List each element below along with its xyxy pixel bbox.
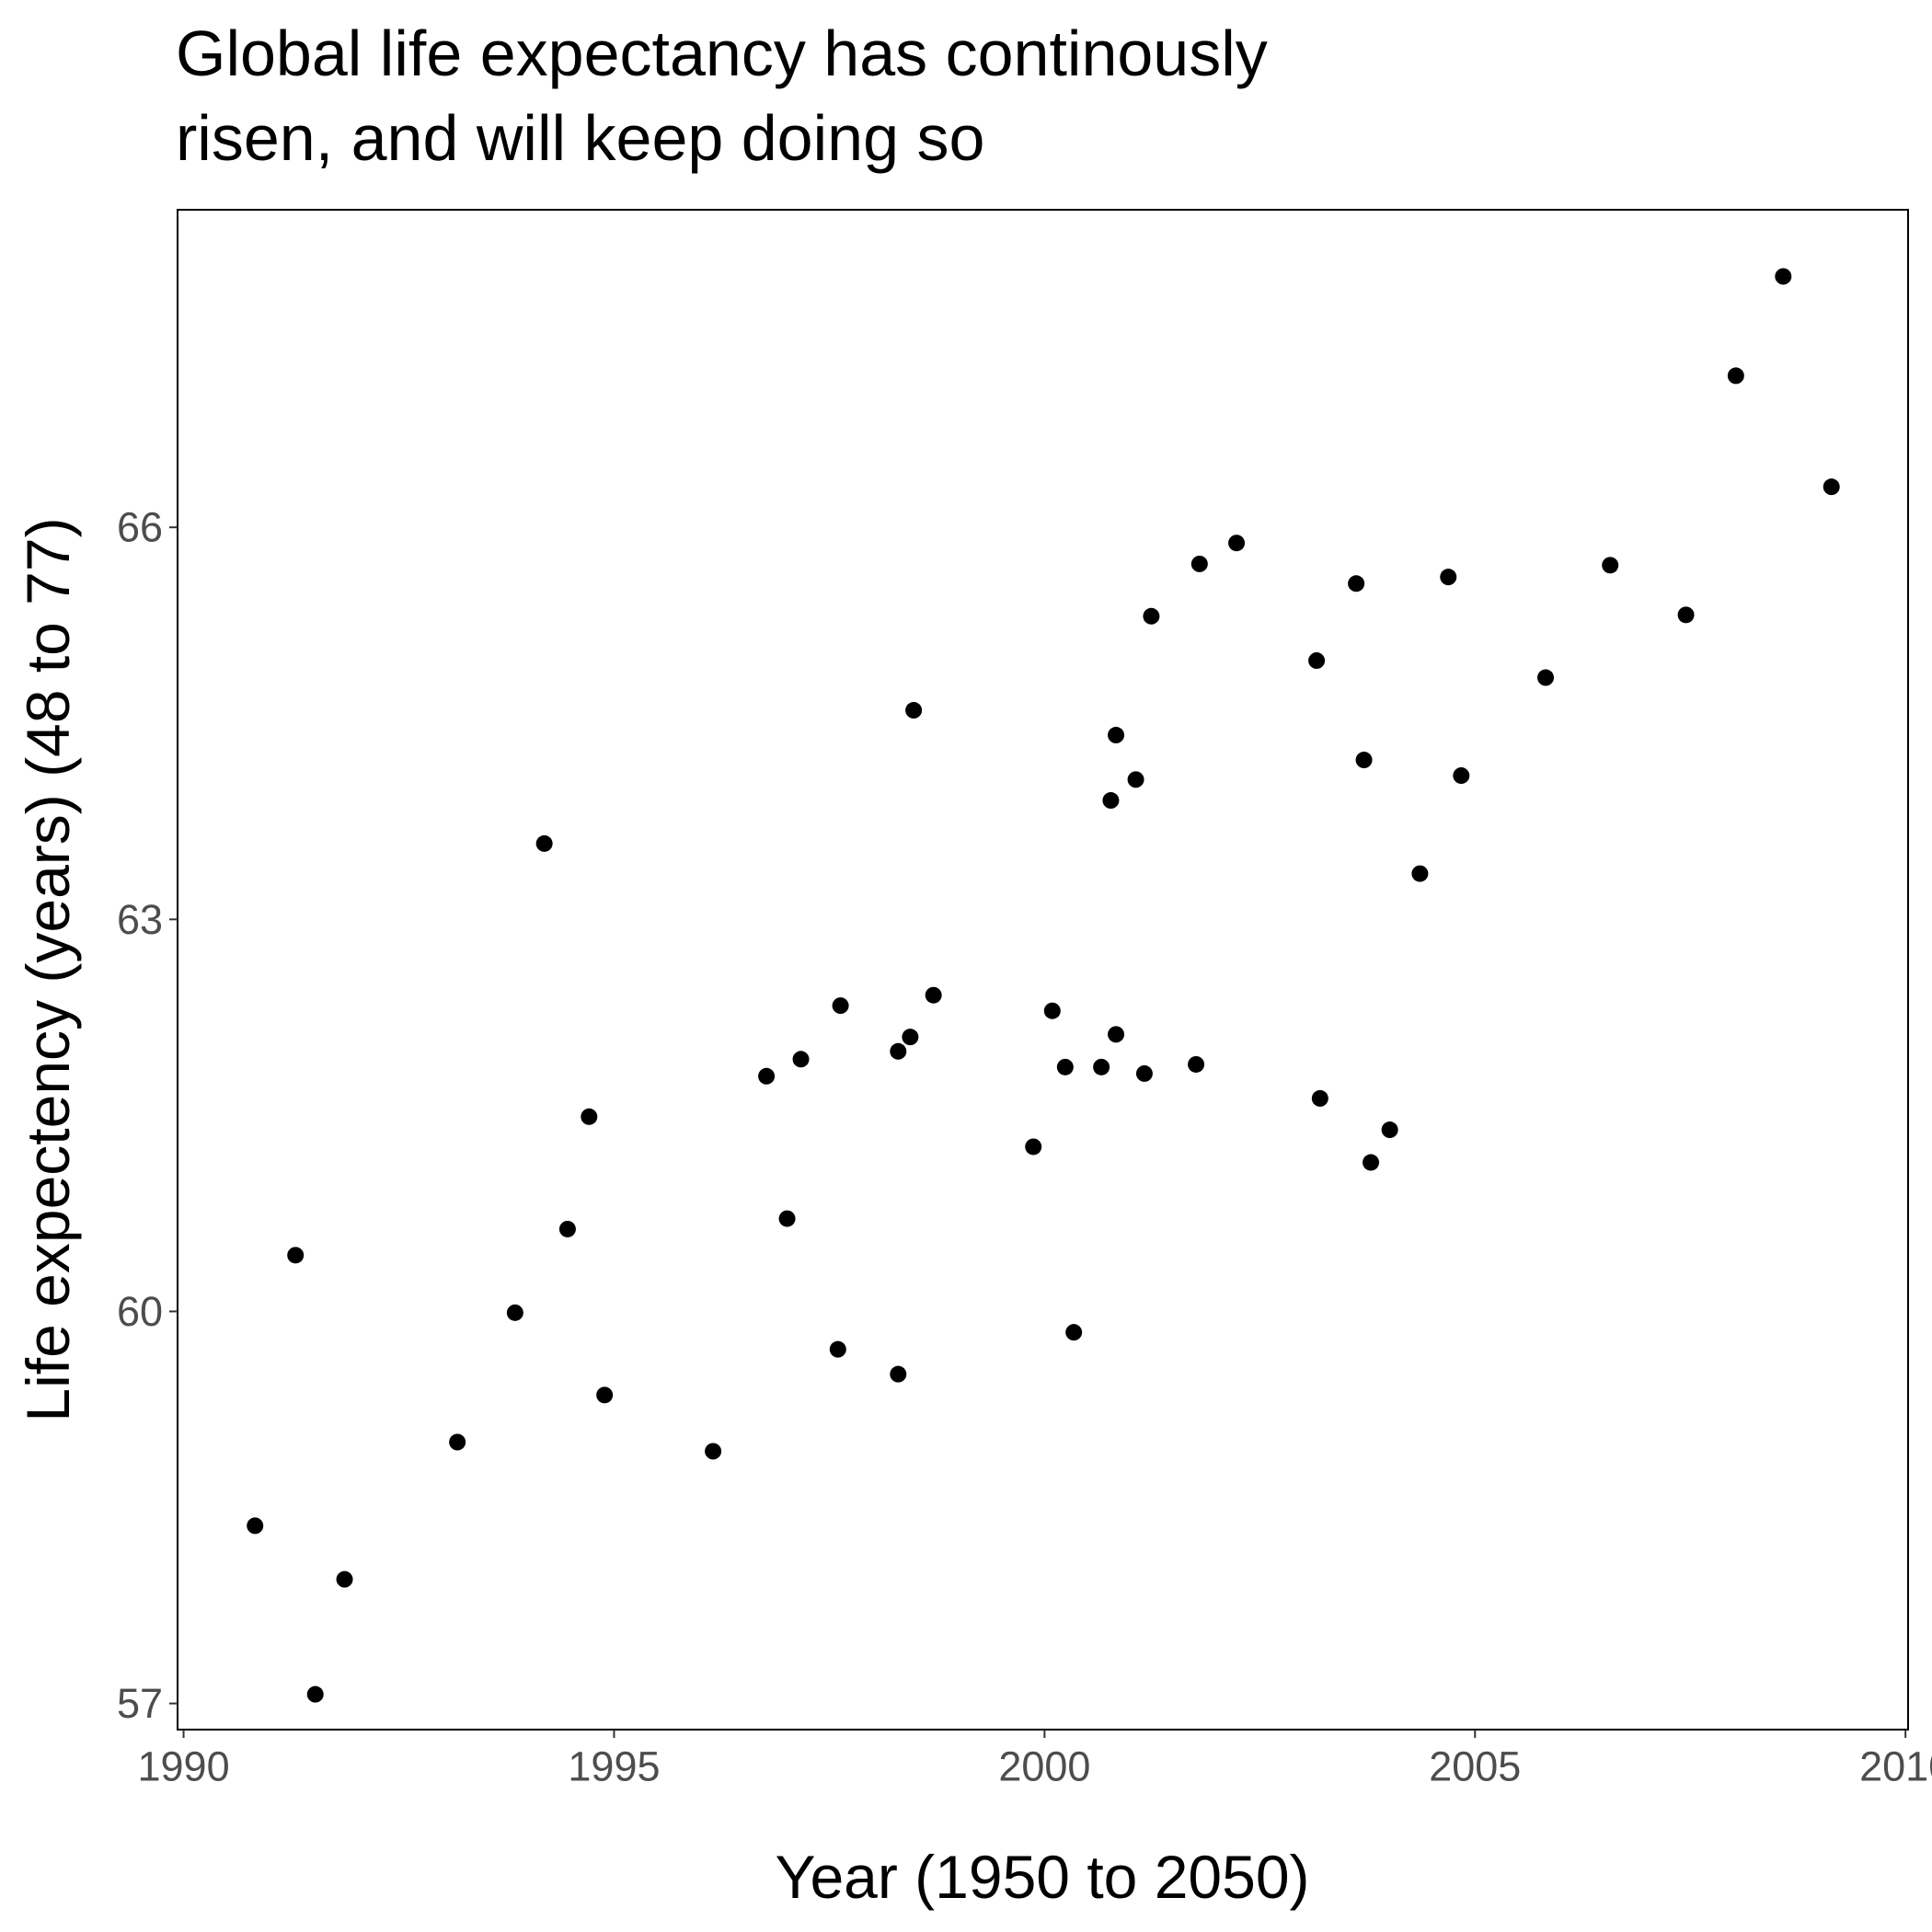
y-tick-label: 66 — [117, 504, 163, 551]
y-axis-title: Life expectency (years) (48 to 77) — [14, 517, 82, 1421]
point — [1308, 652, 1326, 670]
point — [1188, 1055, 1205, 1073]
point — [1102, 792, 1120, 810]
point — [1093, 1058, 1110, 1075]
point — [778, 1210, 796, 1227]
point — [1363, 1154, 1380, 1171]
x-tick-label: 2005 — [1429, 1743, 1521, 1790]
point — [1135, 1064, 1153, 1082]
point — [1108, 1026, 1125, 1043]
point — [287, 1247, 305, 1264]
point — [890, 1365, 907, 1383]
point — [1108, 727, 1125, 744]
chart-title: Global life expectancy has continously r… — [176, 17, 1268, 174]
point — [1127, 771, 1144, 788]
x-tick-label: 2000 — [998, 1743, 1090, 1790]
point — [581, 1108, 598, 1125]
x-tick-label: 2010 — [1859, 1743, 1932, 1790]
point — [890, 1042, 907, 1060]
y-tick-label: 57 — [117, 1680, 163, 1727]
point — [1440, 569, 1457, 586]
point — [306, 1685, 324, 1703]
point — [1602, 557, 1619, 574]
point — [1411, 865, 1429, 882]
y-tick-label: 63 — [117, 896, 163, 943]
point — [705, 1443, 722, 1460]
point — [925, 986, 942, 1004]
point — [1025, 1138, 1042, 1156]
point — [1727, 367, 1744, 385]
x-tick-label: 1990 — [137, 1743, 229, 1790]
point — [1190, 555, 1208, 572]
point — [902, 1029, 919, 1046]
point — [1311, 1089, 1328, 1107]
x-tick-label: 1995 — [568, 1743, 660, 1790]
point — [1056, 1058, 1074, 1075]
point — [1537, 669, 1555, 686]
point — [506, 1304, 523, 1321]
plot-panel — [177, 209, 1909, 1731]
point — [1677, 606, 1695, 624]
point — [558, 1220, 576, 1237]
point — [247, 1517, 264, 1535]
point — [1823, 478, 1840, 496]
point — [792, 1051, 810, 1068]
point — [336, 1570, 353, 1588]
point — [1348, 575, 1365, 592]
point — [832, 997, 849, 1015]
point — [596, 1386, 614, 1404]
point — [1355, 752, 1373, 769]
point — [535, 834, 553, 852]
point — [905, 702, 923, 719]
point — [449, 1433, 466, 1451]
y-tick-label: 60 — [117, 1288, 163, 1335]
point — [1043, 1002, 1061, 1019]
x-axis-title: Year (1950 to 2050) — [775, 1843, 1309, 1911]
point — [829, 1340, 846, 1358]
point — [758, 1067, 776, 1085]
point — [1065, 1324, 1083, 1341]
point — [1228, 535, 1246, 552]
point — [1453, 767, 1470, 785]
point — [1381, 1121, 1398, 1139]
point — [1775, 268, 1792, 285]
point — [1143, 607, 1160, 625]
